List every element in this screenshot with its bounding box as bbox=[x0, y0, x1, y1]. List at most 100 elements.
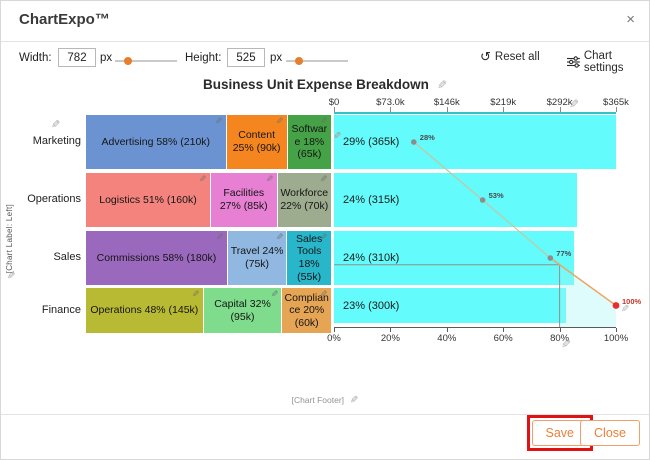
mosaic-block-label: Compliance 20% (60k) bbox=[284, 291, 329, 329]
category-label: Finance bbox=[41, 303, 81, 316]
mosaic-block-label: Logistics 51% (160k) bbox=[99, 193, 197, 206]
bottom-axis-tick bbox=[446, 328, 448, 332]
mosaic-block: Logistics 51% (160k) ✎ bbox=[86, 173, 210, 227]
bottom-axis-tick-label: 80% bbox=[550, 333, 570, 344]
pareto-bar-label: 29% (365k) bbox=[343, 136, 400, 148]
category-label: Marketing bbox=[32, 135, 81, 147]
reset-all-button[interactable]: ↺ Reset all bbox=[480, 50, 540, 63]
bottom-axis-line bbox=[334, 327, 616, 328]
bottom-axis-tick bbox=[559, 328, 561, 332]
bottom-axis-tick-label: 0% bbox=[327, 333, 341, 344]
mosaic-block: Advertising 58% (210k) ✎ bbox=[86, 115, 226, 169]
top-axis-tick bbox=[446, 107, 448, 112]
width-slider-knob[interactable] bbox=[124, 57, 132, 65]
bottom-axis-tick-label: 60% bbox=[493, 333, 513, 344]
mosaic-block-label: Sales Tools 18% (55k) bbox=[295, 232, 323, 283]
mosaic-block: Content 25% (90k) ✎ bbox=[226, 115, 287, 169]
bottom-axis-tick bbox=[390, 328, 392, 332]
chart-title: Business Unit Expense Breakdown bbox=[203, 77, 429, 92]
bottom-axis-tick-label: 40% bbox=[437, 333, 457, 344]
cumulative-line-last-segment bbox=[549, 257, 617, 307]
edit-footer-icon[interactable]: ✎ bbox=[350, 395, 359, 406]
height-slider[interactable] bbox=[286, 57, 348, 65]
mosaic-block-label: Workforce 22% (70k) bbox=[280, 187, 329, 212]
mosaic-block-label: Facilities 27% (85k) bbox=[219, 187, 268, 212]
cumulative-point bbox=[547, 255, 554, 261]
mosaic-block: Facilities 27% (85k) ✎ bbox=[210, 173, 277, 227]
top-axis-tick-label: $0 bbox=[328, 97, 340, 108]
mosaic-block-label: Software 18% (65k) bbox=[291, 123, 328, 161]
save-button[interactable]: Save bbox=[531, 420, 588, 446]
top-axis-tick bbox=[559, 107, 561, 112]
top-axis-line bbox=[334, 112, 616, 114]
top-axis-tick-label: $365k bbox=[603, 97, 629, 108]
mosaic-block: Commissions 58% (180k) ✎ bbox=[86, 231, 227, 285]
pareto-bar-label: 23% (300k) bbox=[343, 299, 400, 312]
tail-shade-area bbox=[550, 258, 616, 327]
width-input[interactable] bbox=[58, 48, 96, 67]
mosaic-block-label: Commissions 58% (180k) bbox=[96, 251, 217, 264]
mosaic-block: Software 18% (65k) ✎ bbox=[287, 115, 332, 169]
mosaic-block-label: Capital 32% (95k) bbox=[214, 297, 271, 323]
cumulative-point-label: 53% bbox=[488, 191, 504, 200]
height-input[interactable] bbox=[227, 48, 265, 67]
reset-all-label: Reset all bbox=[494, 50, 540, 63]
bottom-axis-tick bbox=[616, 328, 617, 332]
threshold-guide-lines bbox=[334, 264, 561, 327]
mosaic-block: Capital 32% (95k) ✎ bbox=[203, 288, 282, 333]
height-unit-label: px bbox=[270, 52, 283, 64]
bottom-axis-tick bbox=[334, 328, 335, 332]
pareto-bar-label: 24% (315k) bbox=[343, 194, 400, 206]
mosaic-block: Sales Tools 18% (55k) ✎ bbox=[287, 231, 331, 285]
top-axis-tick bbox=[503, 107, 505, 112]
pareto-bar: 24% (315k) bbox=[334, 173, 578, 227]
width-slider[interactable] bbox=[115, 57, 177, 65]
close-button[interactable]: Close bbox=[580, 420, 640, 446]
mosaic-row: Commissions 58% (180k) ✎ Travel 24% (75k) ✎… bbox=[86, 231, 331, 285]
mosaic-block-label: Advertising 58% (210k) bbox=[101, 135, 211, 148]
chart-footer-row: [Chart Footer] ✎ bbox=[1, 395, 649, 406]
reset-icon: ↺ bbox=[480, 49, 491, 64]
chart-settings-button[interactable]: Chart settings bbox=[567, 50, 649, 74]
bottom-axis-tick-label: 100% bbox=[603, 333, 629, 344]
edit-final-point-icon[interactable]: ✎ bbox=[621, 304, 630, 315]
pareto-bar: 23% (300k) bbox=[334, 288, 566, 323]
mosaic-block-label: Operations 48% (145k) bbox=[90, 304, 199, 317]
close-icon[interactable]: × bbox=[626, 11, 635, 28]
mosaic-block: Compliance 20% (60k) ✎ bbox=[282, 288, 331, 333]
top-axis-tick-label: $146k bbox=[433, 97, 460, 108]
app-title: ChartExpo™ bbox=[19, 11, 110, 28]
pareto-bar-label: 24% (310k) bbox=[343, 252, 400, 264]
header-divider bbox=[1, 41, 649, 42]
mosaic-block: Travel 24% (75k) ✎ bbox=[227, 231, 287, 285]
mosaic-block: Operations 48% (145k) ✎ bbox=[86, 288, 203, 333]
chart-footer: [Chart Footer] bbox=[291, 395, 345, 405]
chart-settings-icon bbox=[567, 56, 580, 68]
bottom-axis-tick-label: 20% bbox=[380, 333, 400, 344]
mosaic-row: Advertising 58% (210k) ✎ Content 25% (90k)… bbox=[86, 115, 332, 169]
chart-title-row: Business Unit Expense Breakdown ✎ bbox=[1, 77, 649, 92]
height-label: Height: bbox=[185, 52, 222, 64]
mosaic-block: Workforce 22% (70k) ✎ bbox=[277, 173, 331, 227]
cumulative-point-label: 28% bbox=[419, 133, 435, 142]
top-axis-tick bbox=[334, 107, 335, 112]
width-unit-label: px bbox=[100, 52, 113, 64]
bottom-axis-tick bbox=[503, 328, 505, 332]
top-axis-tick-label: $292k bbox=[546, 97, 573, 108]
pareto-bar: 24% (310k) bbox=[334, 231, 574, 285]
footer-divider bbox=[1, 414, 649, 415]
top-axis-tick bbox=[390, 107, 392, 112]
cumulative-point bbox=[479, 197, 486, 203]
category-label: Sales bbox=[53, 251, 81, 263]
height-slider-knob[interactable] bbox=[295, 57, 303, 65]
cumulative-point-final bbox=[612, 302, 620, 309]
category-label: Operations bbox=[27, 193, 81, 205]
cumulative-point-label: 77% bbox=[556, 249, 572, 258]
mosaic-row: Operations 48% (145k) ✎ Capital 32% (95k) ✎… bbox=[86, 288, 331, 333]
top-axis-tick bbox=[616, 107, 617, 112]
cumulative-point-label: 100% bbox=[622, 296, 642, 306]
mosaic-row: Logistics 51% (160k) ✎ Facilities 27% (85k… bbox=[86, 173, 331, 227]
pareto-bar: 29% (365k) bbox=[334, 115, 616, 169]
